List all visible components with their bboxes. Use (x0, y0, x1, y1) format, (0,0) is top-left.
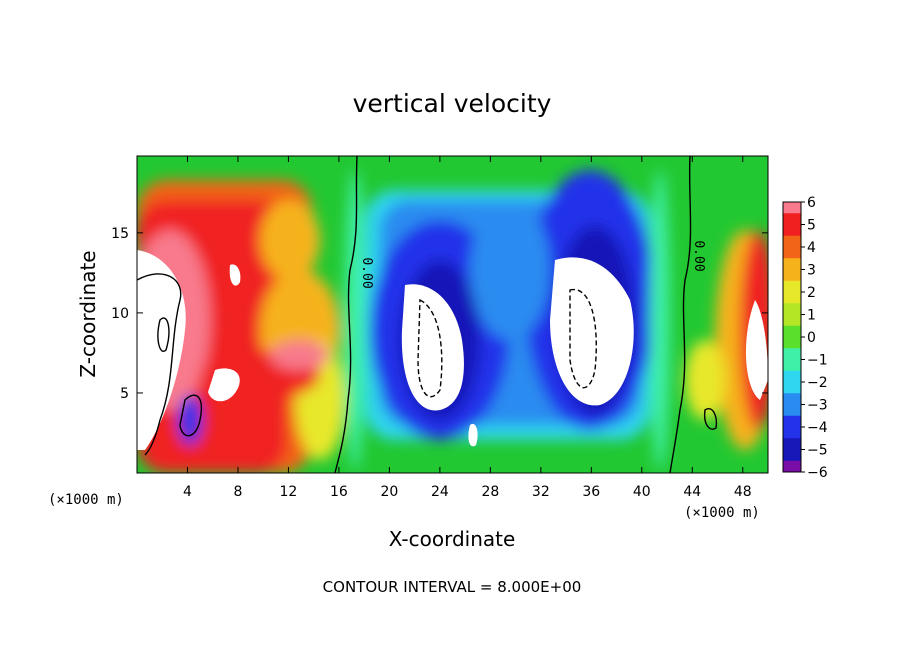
colorbar-tick-label: 5 (807, 218, 816, 234)
field-region (260, 200, 320, 280)
colorbar: 6 5 4 3 2 1 0 −1 −2 −3 −4 −5 −6 (782, 195, 828, 481)
colorbar-cell (783, 449, 801, 462)
colorbar-cell (783, 314, 801, 327)
colorbar-tick-label: 6 (807, 195, 816, 211)
saturated-region (468, 423, 478, 447)
colorbar-cell (783, 370, 801, 383)
colorbar-tick-label: 1 (807, 308, 816, 324)
contour-label: 0.00 (691, 240, 706, 271)
x-tick-label: 28 (481, 484, 499, 500)
x-tick-label: 48 (734, 484, 752, 500)
colorbar-cell (783, 235, 801, 248)
y-axis-label: Z-coordinate (76, 250, 100, 377)
contour-line (669, 156, 692, 473)
colorbar-cell (783, 438, 801, 450)
colorbar-cell (783, 202, 801, 214)
colorbar-tick-label: −4 (807, 420, 828, 436)
colorbar-cell (783, 348, 801, 360)
saturated-region (745, 300, 768, 400)
colorbar-cell (783, 213, 801, 225)
x-tick-label: 12 (280, 484, 298, 500)
colorbar-cell (783, 382, 801, 394)
colorbar-tick-label: −2 (807, 375, 828, 391)
field-region (470, 200, 550, 340)
contour-line (569, 288, 597, 389)
colorbar-tick-label: −1 (807, 353, 828, 369)
contour-label: 0.00 (359, 257, 374, 288)
colorbar-tick-label: 2 (807, 285, 816, 301)
x-axis-label: X-coordinate (389, 527, 516, 551)
colorbar-tick-label: −5 (807, 443, 828, 459)
field-region (650, 170, 670, 470)
colorbar-cell (783, 303, 801, 315)
colorbar-cell (783, 337, 801, 349)
y-tick-label: 10 (111, 306, 129, 322)
colorbar-cell (783, 460, 801, 473)
colorbar-tick-label: 3 (807, 263, 816, 279)
contour-line (137, 273, 182, 456)
colorbar-cell (783, 415, 801, 428)
saturated-region (208, 368, 240, 402)
field-region (345, 170, 365, 470)
contour-line (334, 156, 358, 473)
x-tick-label: 36 (582, 484, 600, 500)
contour-line (157, 317, 170, 352)
contour-interval-note: CONTOUR INTERVAL = 8.000E+00 (323, 578, 582, 596)
x-tick-label: 24 (431, 484, 449, 500)
colorbar-cell (783, 292, 801, 304)
y-tick-label: 5 (120, 386, 129, 402)
colorbar-cell (783, 280, 801, 293)
colorbar-cell (783, 404, 801, 417)
x-tick-label: 32 (532, 484, 550, 500)
contour-line (179, 394, 202, 437)
saturated-region (229, 264, 241, 286)
x-unit-left: (×1000 m) (48, 492, 124, 508)
x-tick-label: 8 (233, 484, 242, 500)
x-tick-label: 4 (183, 484, 192, 500)
chart-title: vertical velocity (353, 89, 552, 118)
colorbar-cell (783, 224, 801, 237)
x-tick-label: 20 (380, 484, 398, 500)
field-region (270, 340, 330, 370)
colorbar-tick-label: 4 (807, 240, 816, 256)
contour-line (703, 408, 718, 430)
colorbar-cell (783, 427, 801, 439)
saturated-region (401, 284, 464, 411)
colorbar-cell (783, 359, 801, 372)
colorbar-tick-label: 0 (807, 330, 816, 346)
colorbar-cell (783, 269, 801, 282)
x-tick-label: 40 (633, 484, 651, 500)
x-unit-right: (×1000 m) (684, 505, 760, 521)
field-region (685, 340, 725, 420)
colorbar-cell (783, 393, 801, 405)
x-tick-label: 16 (330, 484, 348, 500)
x-tick-label: 44 (683, 484, 701, 500)
y-tick-label: 15 (111, 226, 129, 242)
colorbar-tick-label: −3 (807, 398, 828, 414)
colorbar-cell (783, 258, 801, 270)
colorbar-tick-label: −6 (807, 465, 828, 481)
colorbar-cell (783, 325, 801, 338)
contour-line (417, 298, 443, 398)
colorbar-cell (783, 247, 801, 259)
